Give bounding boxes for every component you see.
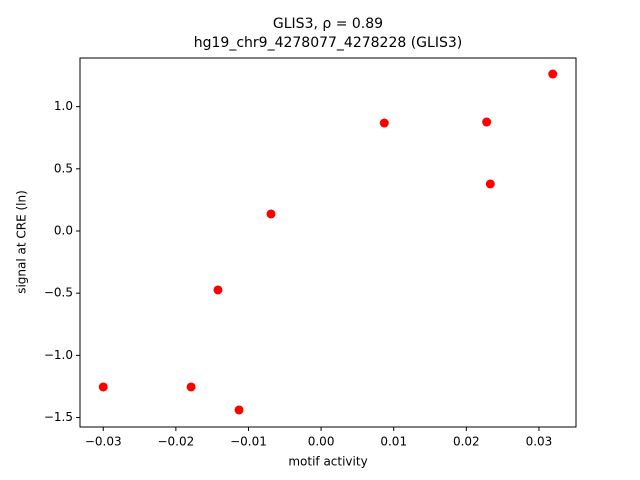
y-tick-label: −0.5 xyxy=(44,286,73,300)
x-tick-label: −0.02 xyxy=(157,435,194,449)
point xyxy=(548,69,558,79)
point xyxy=(379,118,389,128)
point xyxy=(266,209,276,219)
x-tick-label: −0.03 xyxy=(85,435,122,449)
point xyxy=(98,382,108,392)
y-tick-label: 0.5 xyxy=(54,161,73,175)
y-tick-label: −1.0 xyxy=(44,348,73,362)
x-tick-label: 0.02 xyxy=(453,435,480,449)
y-tick-label: −1.5 xyxy=(44,410,73,424)
y-axis-label: signal at CRE (ln) xyxy=(15,190,29,294)
x-tick-label: 0.03 xyxy=(526,435,553,449)
y-tick-label: 1.0 xyxy=(54,99,73,113)
x-axis-label: motif activity xyxy=(288,455,367,469)
point xyxy=(482,117,492,127)
point xyxy=(186,382,196,392)
x-tick-label: 0.00 xyxy=(308,435,335,449)
point xyxy=(213,285,223,295)
chart-title: GLIS3, ρ = 0.89 xyxy=(273,16,383,32)
x-tick-label: 0.01 xyxy=(380,435,407,449)
point xyxy=(485,179,495,189)
y-tick-label: 0.0 xyxy=(54,223,73,237)
point xyxy=(234,405,244,415)
plot-frame xyxy=(79,57,577,428)
x-tick-label: −0.01 xyxy=(230,435,267,449)
chart-subtitle: hg19_chr9_4278077_4278228 (GLIS3) xyxy=(194,35,462,51)
